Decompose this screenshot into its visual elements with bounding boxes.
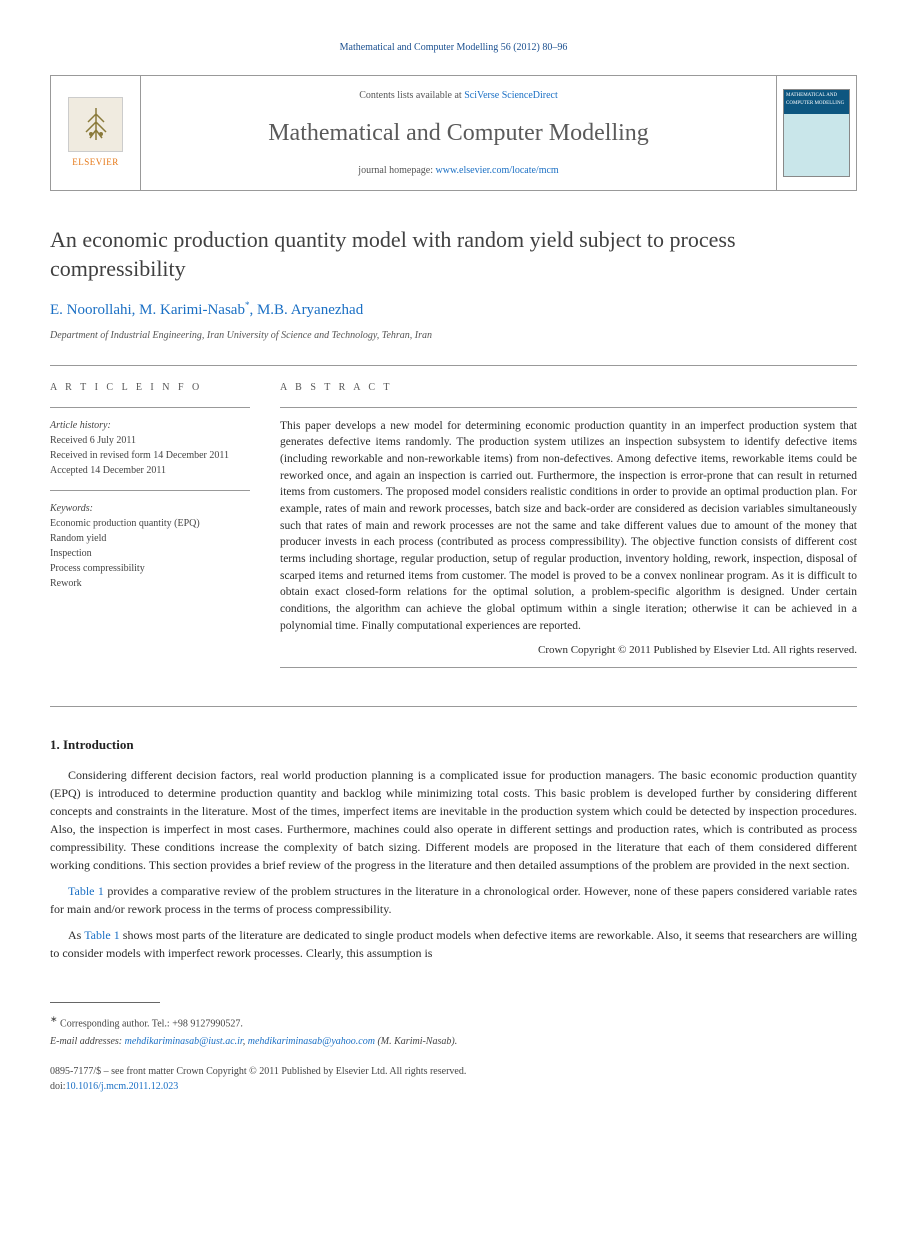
keyword: Rework <box>50 578 82 589</box>
authors: E. Noorollahi, M. Karimi-Nasab*, M.B. Ar… <box>50 299 857 322</box>
body-paragraph: As Table 1 shows most parts of the liter… <box>50 926 857 962</box>
contents-prefix: Contents lists available at <box>359 90 464 101</box>
article-history: Article history: Received 6 July 2011 Re… <box>50 418 250 591</box>
elsevier-tree-icon <box>68 97 123 152</box>
article-title: An economic production quantity model wi… <box>50 226 857 283</box>
author-link-tail[interactable]: , M.B. Aryanezhad <box>249 302 363 318</box>
divider <box>280 667 857 668</box>
divider <box>50 365 857 366</box>
footnote-divider <box>50 1002 160 1003</box>
divider <box>50 490 250 491</box>
affiliation: Department of Industrial Engineering, Ir… <box>50 328 857 343</box>
info-abstract-row: A R T I C L E I N F O Article history: R… <box>50 380 857 678</box>
keyword: Inspection <box>50 548 92 559</box>
article-info-column: A R T I C L E I N F O Article history: R… <box>50 380 250 678</box>
homepage-link[interactable]: www.elsevier.com/locate/mcm <box>436 165 559 176</box>
body-paragraph: Considering different decision factors, … <box>50 766 857 874</box>
author-link[interactable]: E. Noorollahi, M. Karimi-Nasab <box>50 302 245 318</box>
keywords-label: Keywords: <box>50 503 93 514</box>
issn-line: 0895-7177/$ – see front matter Crown Cop… <box>50 1065 857 1079</box>
journal-header-box: ELSEVIER Contents lists available at Sci… <box>50 75 857 191</box>
body-paragraph: Table 1 provides a comparative review of… <box>50 882 857 918</box>
journal-title: Mathematical and Computer Modelling <box>161 115 756 151</box>
divider <box>50 706 857 707</box>
doi-line: doi:10.1016/j.mcm.2011.12.023 <box>50 1079 857 1094</box>
revised-date: Received in revised form 14 December 201… <box>50 450 229 461</box>
journal-cover-thumbnail[interactable]: MATHEMATICAL AND COMPUTER MODELLING <box>783 89 850 177</box>
section-title: 1. Introduction <box>50 735 857 755</box>
homepage-line: journal homepage: www.elsevier.com/locat… <box>161 163 756 178</box>
abstract-text: This paper develops a new model for dete… <box>280 418 857 635</box>
publisher-name: ELSEVIER <box>72 156 119 170</box>
paragraph-text: As <box>68 928 84 942</box>
email-label: E-mail addresses: <box>50 1036 125 1047</box>
accepted-date: Accepted 14 December 2011 <box>50 465 166 476</box>
table-ref-link[interactable]: Table 1 <box>84 928 120 942</box>
keyword: Process compressibility <box>50 563 145 574</box>
divider <box>280 407 857 408</box>
email-tail: (M. Karimi-Nasab). <box>375 1036 457 1047</box>
email-line: E-mail addresses: mehdikariminasab@iust.… <box>50 1034 857 1049</box>
divider <box>50 407 250 408</box>
email-link[interactable]: mehdikariminasab@yahoo.com <box>248 1036 375 1047</box>
header-center: Contents lists available at SciVerse Sci… <box>141 76 776 190</box>
history-label: Article history: <box>50 420 111 431</box>
citation-link[interactable]: Mathematical and Computer Modelling 56 (… <box>340 42 568 53</box>
cover-title: MATHEMATICAL AND COMPUTER MODELLING <box>784 90 849 114</box>
article-info-label: A R T I C L E I N F O <box>50 380 250 395</box>
publisher-logo-cell: ELSEVIER <box>51 76 141 190</box>
received-date: Received 6 July 2011 <box>50 435 136 446</box>
email-link[interactable]: mehdikariminasab@iust.ac.ir <box>125 1036 243 1047</box>
table-ref-link[interactable]: Table 1 <box>68 884 104 898</box>
citation-line: Mathematical and Computer Modelling 56 (… <box>50 40 857 55</box>
paragraph-text: shows most parts of the literature are d… <box>50 928 857 960</box>
keyword: Economic production quantity (EPQ) <box>50 518 200 529</box>
corr-text: Corresponding author. Tel.: +98 91279905… <box>60 1019 243 1030</box>
paragraph-text: provides a comparative review of the pro… <box>50 884 857 916</box>
corresponding-marker-icon: ∗ <box>50 1014 58 1024</box>
sciencedirect-link[interactable]: SciVerse ScienceDirect <box>464 90 558 101</box>
corresponding-author-footnote: ∗ Corresponding author. Tel.: +98 912799… <box>50 1013 857 1031</box>
abstract-column: A B S T R A C T This paper develops a ne… <box>280 380 857 678</box>
doi-link[interactable]: 10.1016/j.mcm.2011.12.023 <box>66 1081 179 1092</box>
copyright-line: Crown Copyright © 2011 Published by Else… <box>280 642 857 659</box>
cover-cell: MATHEMATICAL AND COMPUTER MODELLING <box>776 76 856 190</box>
doi-label: doi: <box>50 1081 66 1092</box>
abstract-label: A B S T R A C T <box>280 380 857 395</box>
contents-line: Contents lists available at SciVerse Sci… <box>161 88 756 103</box>
keyword: Random yield <box>50 533 106 544</box>
homepage-prefix: journal homepage: <box>358 165 435 176</box>
